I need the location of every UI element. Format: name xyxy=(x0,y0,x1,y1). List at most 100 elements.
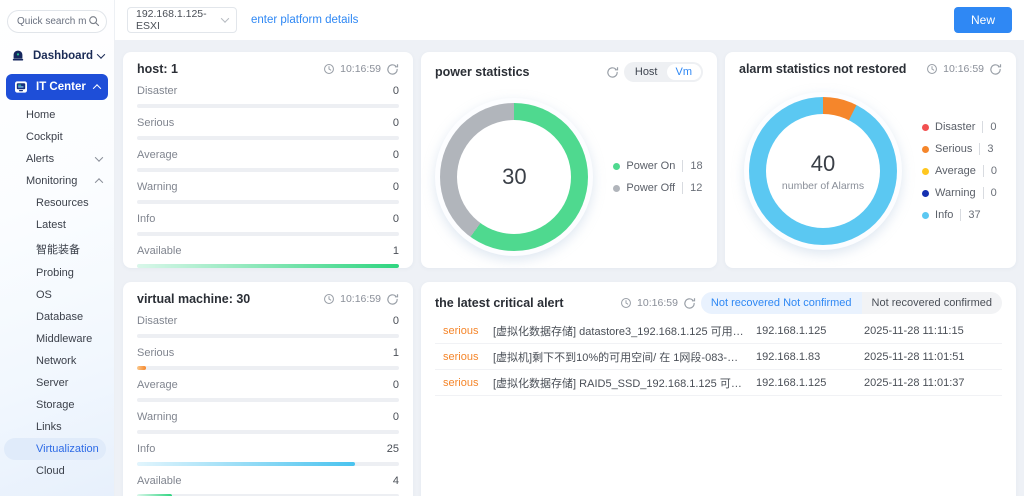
legend-dot xyxy=(922,189,930,197)
alert-ip: 192.168.1.125 xyxy=(756,324,827,337)
stat-row: Average 0 xyxy=(137,149,399,172)
sidebar-item-dashboard[interactable]: Dashboard xyxy=(0,43,114,69)
legend-item: Warning 0 xyxy=(922,187,997,199)
severity-badge: serious xyxy=(443,350,479,363)
clock-icon xyxy=(324,64,335,74)
table-row: serious [虚拟化数据存储] datastore3_192.168.1.1… xyxy=(435,318,1002,344)
refresh-time: 10:16:59 xyxy=(340,63,381,75)
power-legend: Power On 18 Power Off 12 xyxy=(613,155,703,199)
alarm-donut-chart: 40 number of Alarms xyxy=(744,92,903,250)
stat-row: Serious 1 xyxy=(137,347,399,370)
chevron-up-icon xyxy=(94,178,104,187)
chevron-down-icon xyxy=(220,14,230,23)
toggle-host[interactable]: Host xyxy=(634,66,658,78)
alert-time: 2025-11-28 11:11:15 xyxy=(864,324,964,337)
topbar: 192.168.1.125-ESXI enter platform detail… xyxy=(115,0,1024,40)
chevron-down-icon xyxy=(96,50,106,59)
sidebar-item-virtualization[interactable]: Virtualization xyxy=(4,438,106,460)
legend-dot xyxy=(922,145,930,153)
toggle-vm[interactable]: Vm xyxy=(666,64,701,80)
alert-ip: 192.168.1.125 xyxy=(756,376,827,389)
alarm-statistics-card: alarm statistics not restored 10:16:59 xyxy=(725,52,1016,268)
latest-critical-alert-card: the latest critical alert 10:16:59 Not xyxy=(421,282,1016,496)
alert-card-title: the latest critical alert xyxy=(435,296,564,310)
sidebar-item-cloud[interactable]: Cloud xyxy=(36,465,65,477)
clock-icon xyxy=(927,64,938,74)
new-button[interactable]: New xyxy=(953,7,1012,33)
table-row: serious [虚拟机]剩下不到10%的可用空间/ 在 1网段-083-定研_… xyxy=(435,344,1002,370)
platform-select-value: 192.168.1.125-ESXI xyxy=(136,8,207,32)
tab-not-recovered-confirmed[interactable]: Not recovered confirmed xyxy=(861,292,1002,314)
sidebar-item-label: IT Center xyxy=(36,81,86,93)
sidebar-item-resources[interactable]: Resources xyxy=(36,197,89,209)
table-row: serious [虚拟化数据存储] RAID5_SSD_192.168.1.12… xyxy=(435,370,1002,396)
sidebar-item-database[interactable]: Database xyxy=(36,311,84,323)
sidebar-item-label: Home xyxy=(26,109,56,121)
refresh-icon[interactable] xyxy=(606,66,619,79)
legend-item: Serious 3 xyxy=(922,143,997,155)
refresh-icon[interactable] xyxy=(386,63,399,76)
legend-dot xyxy=(922,123,930,131)
sidebar-item-middleware[interactable]: Middleware xyxy=(36,333,93,345)
sidebar-item-smart-equipment[interactable]: 智能装备 xyxy=(36,244,80,256)
sidebar-item-cockpit[interactable]: Cockpit xyxy=(0,126,114,148)
chevron-up-icon xyxy=(92,84,102,93)
alert-filter-tabs: Not recovered Not confirmed Not recovere… xyxy=(700,292,1002,314)
sidebar-item-label: Alerts xyxy=(26,153,55,165)
enter-platform-details-link[interactable]: enter platform details xyxy=(251,14,359,26)
sidebar-item-links[interactable]: Links xyxy=(36,421,62,433)
sidebar-item-network[interactable]: Network xyxy=(36,355,77,367)
dashboard-icon xyxy=(12,50,24,61)
sidebar-search xyxy=(7,10,107,33)
it-center-icon xyxy=(15,81,27,93)
alert-table: serious [虚拟化数据存储] datastore3_192.168.1.1… xyxy=(435,318,1002,396)
dashboard-grid: host: 1 10:16:59 Disaster 0 xyxy=(115,40,1024,496)
power-donut-chart: 30 xyxy=(435,98,594,256)
alert-message: [虚拟化数据存储] RAID5_SSD_192.168.1.125 可用空间不到… xyxy=(493,377,756,390)
sidebar-item-alerts[interactable]: Alerts xyxy=(0,148,114,170)
clock-icon xyxy=(324,294,335,304)
alert-message: [虚拟化数据存储] datastore3_192.168.1.125 可用空间不… xyxy=(493,325,756,338)
alert-message: [虚拟机]剩下不到10%的可用空间/ 在 1网段-083-定研_5.0测试环境_… xyxy=(493,351,756,364)
sidebar-item-it-center[interactable]: IT Center xyxy=(6,74,108,100)
refresh-time: 10:16:59 xyxy=(637,297,678,309)
sidebar-item-latest[interactable]: Latest xyxy=(36,219,66,231)
legend-item: Average 0 xyxy=(922,165,997,177)
sidebar-item-home[interactable]: Home xyxy=(0,104,114,126)
sidebar-item-os[interactable]: OS xyxy=(36,289,52,301)
legend-dot xyxy=(922,167,930,175)
host-vm-toggle: Host Vm xyxy=(623,62,703,82)
power-donut-total: 30 xyxy=(502,164,527,189)
refresh-time: 10:16:59 xyxy=(340,293,381,305)
refresh-icon[interactable] xyxy=(386,293,399,306)
stat-row: Warning 0 xyxy=(137,411,399,434)
refresh-icon[interactable] xyxy=(989,63,1002,76)
stat-row: Disaster 0 xyxy=(137,315,399,338)
stat-row: Info 25 xyxy=(137,443,399,466)
alarm-legend: Disaster 0 Serious 3 Average 0 xyxy=(922,116,997,226)
search-input[interactable] xyxy=(7,10,107,33)
stat-row: Warning 0 xyxy=(137,181,399,204)
clock-icon xyxy=(621,298,632,308)
sidebar-item-monitoring[interactable]: Monitoring xyxy=(0,170,114,192)
legend-item: Disaster 0 xyxy=(922,121,997,133)
stat-row: Info 0 xyxy=(137,213,399,236)
legend-dot xyxy=(922,211,930,219)
legend-dot xyxy=(613,184,621,192)
legend-item: Power Off 12 xyxy=(613,182,702,194)
sidebar-item-probing[interactable]: Probing xyxy=(36,267,74,279)
stat-row: Serious 0 xyxy=(137,117,399,140)
sidebar-item-server[interactable]: Server xyxy=(36,377,69,389)
alarm-card-title: alarm statistics not restored xyxy=(739,62,907,76)
tab-not-recovered-not-confirmed[interactable]: Not recovered Not confirmed xyxy=(700,292,862,314)
sidebar-item-storage[interactable]: Storage xyxy=(36,399,75,411)
legend-dot xyxy=(613,162,621,170)
platform-select[interactable]: 192.168.1.125-ESXI xyxy=(127,7,237,33)
chevron-down-icon xyxy=(94,153,104,162)
legend-item: Info 37 xyxy=(922,209,997,221)
vm-card-title: virtual machine: 30 xyxy=(137,292,251,306)
stat-row: Available 4 xyxy=(137,475,399,496)
refresh-icon[interactable] xyxy=(683,297,696,310)
sidebar-item-label: Monitoring xyxy=(26,175,78,187)
